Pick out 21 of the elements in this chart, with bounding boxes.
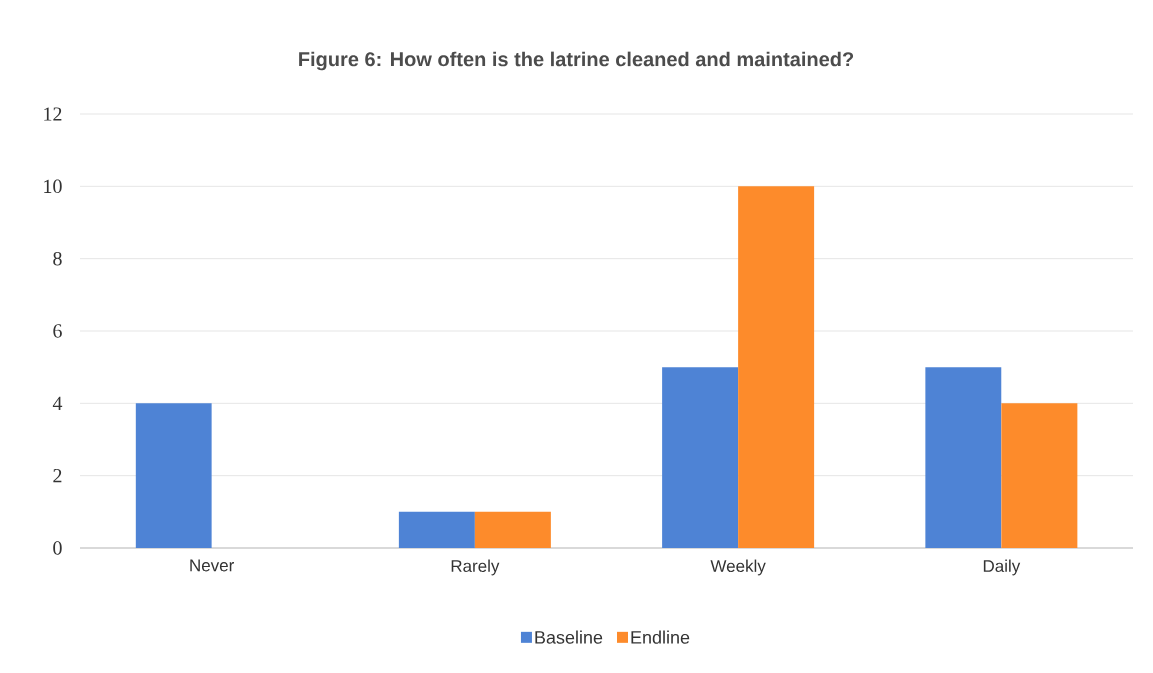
- y-tick-label: 8: [53, 251, 62, 266]
- y-tick-label: 12: [44, 107, 62, 121]
- y-tick-label: 6: [53, 324, 62, 338]
- x-tick-label: Weekly: [710, 559, 766, 576]
- bar: [925, 367, 1002, 548]
- y-tick-label: 2: [53, 469, 62, 483]
- bar: [398, 511, 475, 548]
- x-tick-label: Rarely: [451, 559, 500, 576]
- y-tick-label: 10: [44, 179, 62, 194]
- bar: [738, 186, 815, 548]
- y-tick-label: 4: [52, 396, 63, 410]
- legend-label: Baseline: [535, 630, 603, 644]
- legend-label: Endline: [631, 630, 690, 644]
- x-tick-label: Never: [190, 559, 235, 572]
- bar: [135, 403, 212, 548]
- bar: [1001, 403, 1078, 548]
- bar: [662, 367, 739, 548]
- y-tick-label: 0: [53, 541, 62, 555]
- chart-title: Figure 6: How often is the latrine cleaned and maintained?: [299, 51, 854, 71]
- bar: [474, 511, 551, 548]
- x-tick-label: Daily: [983, 559, 1021, 576]
